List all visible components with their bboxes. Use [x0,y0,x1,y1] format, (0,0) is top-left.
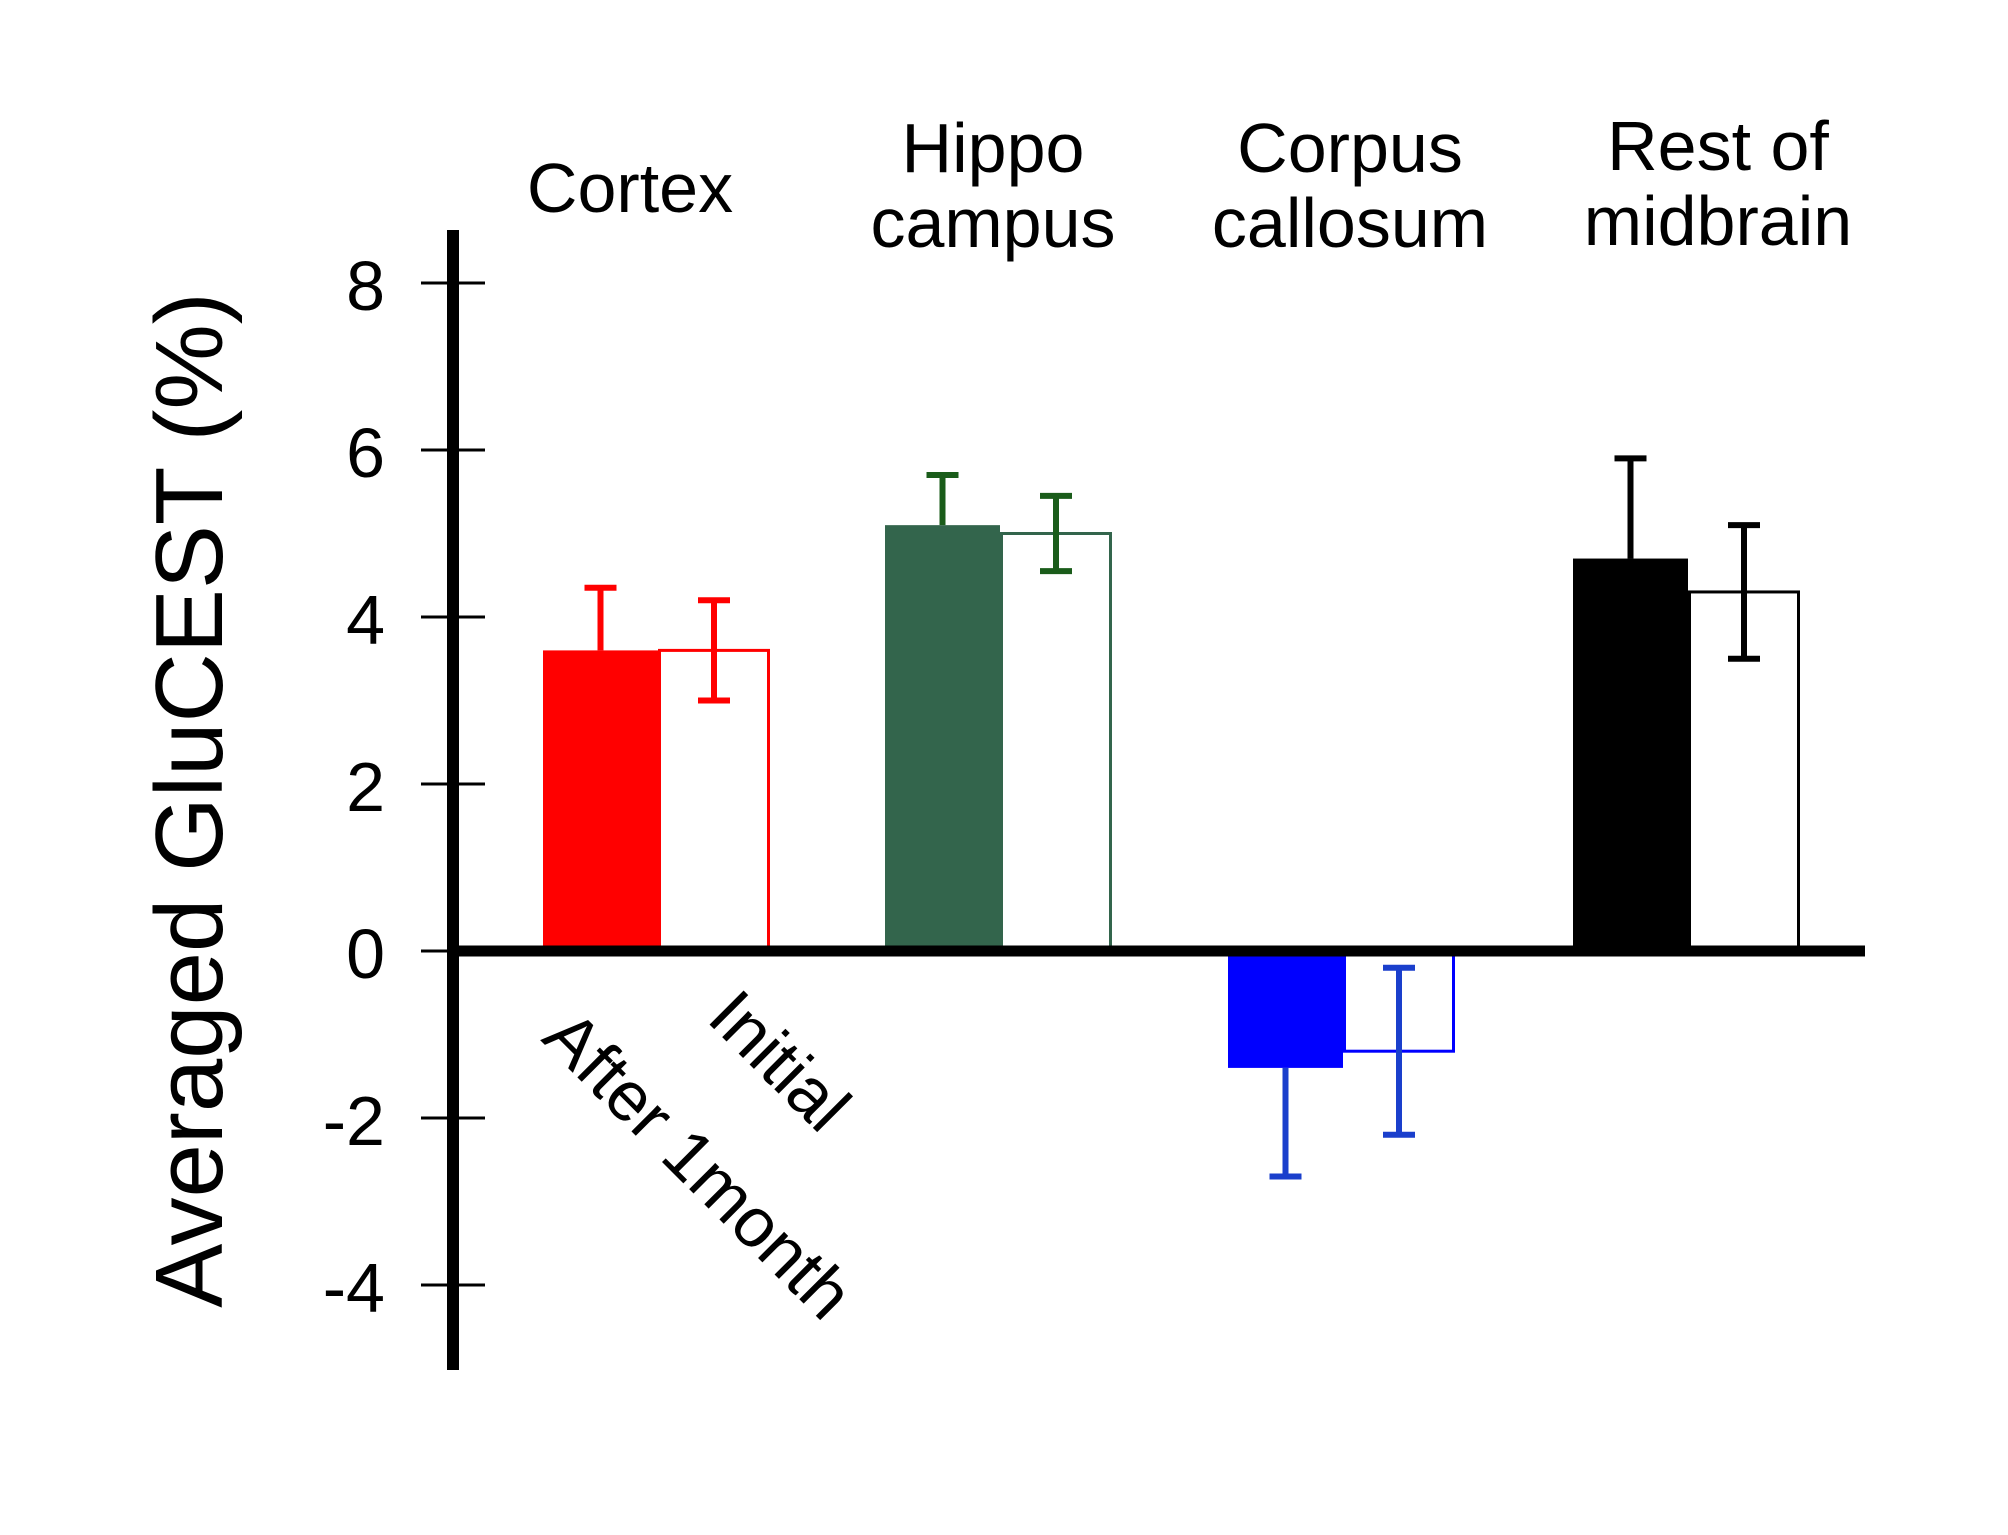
bar-rest-of-midbrain-after-1month [1573,558,1688,951]
y-tick-label-4: 4 [346,581,385,659]
y-tick-label-2: 2 [346,748,385,826]
y-axis-title: Averaged GluCEST (%) [136,292,243,1308]
category-label-rest-of-midbrain-line-2: midbrain [1584,182,1852,260]
bar-hippo-campus-initial [1000,532,1112,953]
bar-corpus-callosum-after-1month [1228,951,1343,1068]
category-label-hippo-campus-line-1: Hippo [902,109,1085,187]
category-label-corpus-callosum-line-2: callosum [1212,184,1488,262]
bar-cortex-after-1month [543,650,658,951]
y-tick-label-0: 0 [346,915,385,993]
category-label-rest-of-midbrain-line-1: Rest of [1607,107,1829,185]
category-label-corpus-callosum-line-1: Corpus [1237,109,1463,187]
bar-hippo-campus-after-1month [885,525,1000,951]
y-tick-label-8: 8 [346,247,385,325]
y-tick-label-6: 6 [346,414,385,492]
category-label-hippo-campus-line-2: campus [870,184,1115,262]
series-label-initial: Initial [694,975,865,1146]
y-tick-label--2: -2 [323,1082,385,1160]
y-tick-label--4: -4 [323,1249,385,1327]
category-label-cortex-line-1: Cortex [527,149,733,227]
